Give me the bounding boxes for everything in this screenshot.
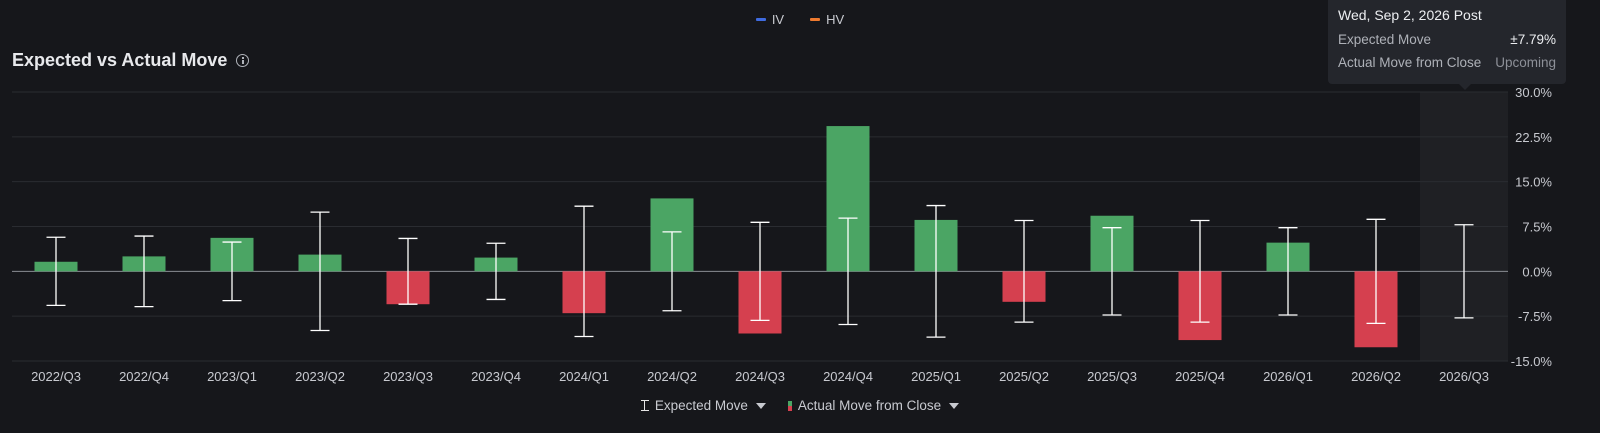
actual-move-legend-toggle[interactable]: Actual Move from Close [787,398,960,413]
y-tick-label: 30.0% [1515,85,1552,100]
info-icon[interactable] [236,54,250,67]
x-tick-label: 2023/Q4 [471,369,521,384]
chevron-down-icon [755,402,766,409]
x-tick-label: 2026/Q1 [1263,369,1313,384]
legend-iv-label: IV [771,12,785,27]
y-tick-label: 15.0% [1515,175,1552,190]
x-tick-label: 2024/Q3 [735,369,785,384]
x-tick-label: 2024/Q2 [647,369,697,384]
legend-item-hv[interactable]: HV [810,12,844,27]
tooltip-expected-label: Expected Move [1338,32,1432,47]
x-tick-label: 2026/Q2 [1351,369,1401,384]
hv-swatch [810,18,821,21]
x-tick-label: 2025/Q3 [1087,369,1137,384]
y-tick-label: -15.0% [1511,354,1553,369]
chart-title: Expected vs Actual Move [12,50,228,70]
expected-move-legend-toggle[interactable]: Expected Move [640,398,766,413]
x-tick-label: 2024/Q1 [559,369,609,384]
x-tick-label: 2022/Q3 [31,369,81,384]
whisker-icon [640,400,649,411]
legend-item-iv[interactable]: IV [755,12,785,27]
top-legend: IV HV [0,12,1600,27]
iv-swatch [755,18,766,21]
tooltip-row-expected: Expected Move ±7.79% [1338,32,1556,47]
y-tick-label: 22.5% [1515,130,1552,145]
y-tick-label: -7.5% [1518,309,1552,324]
tooltip-row-actual: Actual Move from Close Upcoming [1338,55,1556,70]
expected-move-legend-label: Expected Move [654,398,748,413]
x-tick-label: 2023/Q1 [207,369,257,384]
x-tick-label: 2023/Q3 [383,369,433,384]
tooltip-header: Wed, Sep 2, 2026 Post [1338,7,1482,23]
y-tick-label: 7.5% [1522,220,1552,235]
bar-icon [787,400,792,411]
y-tick-label: 0.0% [1522,264,1552,279]
chevron-down-icon [949,402,960,409]
legend-hv-label: HV [826,12,845,27]
x-tick-label: 2023/Q2 [295,369,345,384]
chart-header: Expected vs Actual Move [12,50,250,71]
tooltip-expected-value: ±7.79% [1510,32,1556,47]
x-tick-label: 2024/Q4 [823,369,873,384]
x-tick-label: 2025/Q1 [911,369,961,384]
x-tick-label: 2025/Q4 [1175,369,1225,384]
actual-move-legend-label: Actual Move from Close [797,398,942,413]
x-tick-label: 2026/Q3 [1439,369,1489,384]
tooltip-actual-value: Upcoming [1495,55,1556,70]
hover-tooltip: Wed, Sep 2, 2026 Post Expected Move ±7.7… [1328,0,1566,90]
tooltip-actual-label: Actual Move from Close [1338,55,1482,70]
x-tick-label: 2022/Q4 [119,369,169,384]
x-tick-label: 2025/Q2 [999,369,1049,384]
bottom-legend: Expected Move Actual Move from Close [0,398,1600,413]
tooltip-pointer [1459,84,1471,90]
